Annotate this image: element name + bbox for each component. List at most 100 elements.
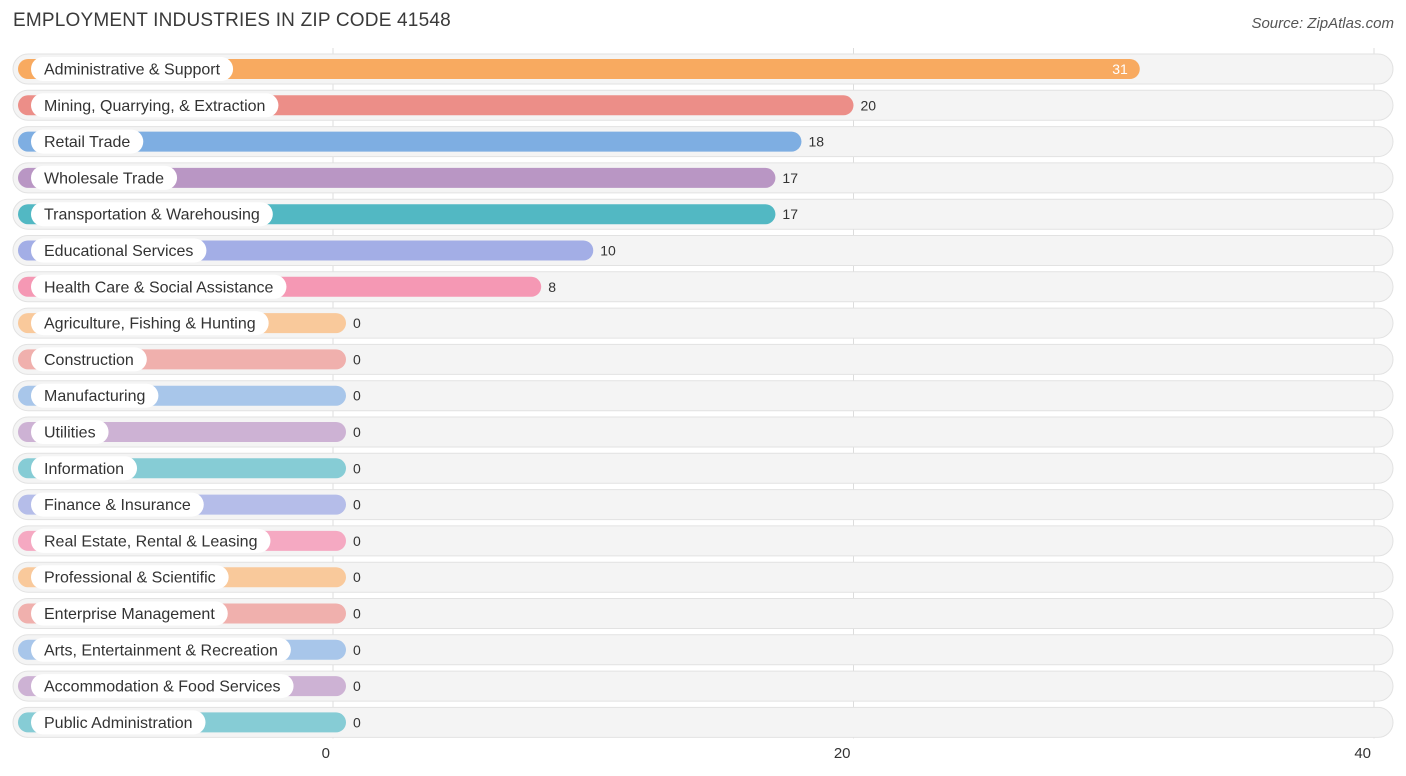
bar-label: Wholesale Trade (44, 170, 164, 187)
bar-label-pill (31, 129, 144, 154)
bar-label-pill (31, 637, 291, 662)
bar-label-pill (31, 311, 269, 336)
bar-label-pill (31, 347, 147, 372)
bar-row: Construction 0 (12, 343, 1394, 375)
bar-label: Public Administration (44, 715, 193, 732)
bar-value: 0 (353, 497, 361, 513)
bar-value: 8 (548, 279, 556, 295)
bar-label: Transportation & Warehousing (44, 207, 260, 224)
bar-value: 0 (353, 351, 361, 367)
bar-row: Agriculture, Fishing & Hunting 0 (12, 307, 1394, 339)
bar-row: Mining, Quarrying, & Extraction 20 (12, 89, 1394, 121)
bar-row: Real Estate, Rental & Leasing 0 (12, 525, 1394, 557)
bar-row: Wholesale Trade 17 (12, 162, 1394, 194)
bar-row: Finance & Insurance 0 (12, 489, 1394, 521)
bar-value: 18 (808, 134, 824, 150)
bar-label-pill (31, 601, 228, 626)
chart-source: Source: ZipAtlas.com (1251, 15, 1394, 32)
bar-value: 0 (353, 569, 361, 585)
bar-row: Transportation & Warehousing 17 (12, 198, 1394, 230)
bar-label-pill (31, 528, 271, 553)
tick-label: 40 (1354, 745, 1371, 762)
bar-value: 0 (353, 642, 361, 658)
bar-label-pill (31, 383, 159, 408)
bar-track (12, 670, 1394, 702)
bars: Administrative & Support 31 Mining, Quarry… (12, 53, 1394, 738)
bar-track (12, 452, 1394, 484)
bar-label-pill (31, 674, 294, 699)
bar-label-pill (31, 492, 204, 517)
bar-track (12, 343, 1394, 375)
bar-label-pill (31, 565, 229, 590)
bar-label-pill (31, 93, 279, 118)
bar-label: Health Care & Social Assistance (44, 279, 274, 296)
bar-row: Retail Trade 18 (12, 126, 1394, 158)
bar-track (12, 561, 1394, 593)
bar-value: 10 (600, 243, 616, 259)
bar-label-pill (31, 274, 287, 299)
bar-label: Utilities (44, 425, 96, 442)
bar-value: 0 (353, 533, 361, 549)
bar-value: 17 (782, 206, 798, 222)
chart-title: EMPLOYMENT INDUSTRIES IN ZIP CODE 41548 (13, 10, 451, 31)
bar-track (12, 489, 1394, 521)
bar-row: Utilities 0 (12, 416, 1394, 448)
bar-value: 17 (782, 170, 798, 186)
bar-track (12, 634, 1394, 666)
bar-label: Arts, Entertainment & Recreation (44, 642, 278, 659)
bar-row: Public Administration 0 (12, 706, 1394, 738)
bar-label: Real Estate, Rental & Leasing (44, 533, 257, 550)
bar-label: Mining, Quarrying, & Extraction (44, 98, 265, 115)
bar-track (12, 307, 1394, 339)
bar-value: 0 (353, 424, 361, 440)
bar-label: Professional & Scientific (44, 570, 216, 587)
bar-value: 0 (353, 606, 361, 622)
tick-label: 0 (322, 745, 330, 762)
bar (18, 167, 776, 188)
x-axis-ticks: 0 20 40 (322, 745, 1371, 762)
bar-label: Information (44, 461, 124, 478)
bar-label-pill (31, 202, 273, 227)
bar-row: Accommodation & Food Services 0 (12, 670, 1394, 702)
bar-label-pill (31, 57, 234, 81)
bar-label-pill (31, 710, 206, 735)
bar-track (12, 416, 1394, 448)
bar-row: Professional & Scientific 0 (12, 561, 1394, 593)
bar-value: 0 (353, 315, 361, 331)
bar-value: 0 (353, 388, 361, 404)
bar-track (12, 380, 1394, 412)
bar-label: Educational Services (44, 243, 193, 260)
bar-row: Educational Services 10 (12, 235, 1394, 266)
bar-label: Construction (44, 352, 134, 369)
bar-label: Finance & Insurance (44, 497, 191, 514)
bar-value: 31 (1112, 61, 1128, 77)
bar-label-pill (31, 420, 109, 444)
bar-label: Agriculture, Fishing & Hunting (44, 316, 256, 333)
bar-value: 20 (861, 97, 877, 113)
bar-label: Accommodation & Food Services (44, 679, 281, 696)
bar (18, 131, 802, 152)
bar-value: 0 (353, 678, 361, 694)
bar-row: Enterprise Management 0 (12, 598, 1394, 629)
bar-label: Retail Trade (44, 134, 130, 151)
bar-track (12, 525, 1394, 557)
bar-label-pill (31, 456, 138, 481)
bar (18, 59, 1140, 79)
bar-row: Manufacturing 0 (12, 380, 1394, 412)
bar-track (12, 598, 1394, 629)
bar-row: Arts, Entertainment & Recreation 0 (12, 634, 1394, 666)
bar-value: 0 (353, 714, 361, 730)
tick-label: 20 (834, 745, 851, 762)
bar-label-pill (31, 238, 207, 263)
bar-row: Health Care & Social Assistance 8 (12, 271, 1394, 303)
bar-label: Enterprise Management (44, 606, 215, 623)
bar-value: 0 (353, 460, 361, 476)
bar-label: Manufacturing (44, 388, 145, 405)
bar-track (12, 706, 1394, 738)
bar-row: Information 0 (12, 452, 1394, 484)
bar-row: Administrative & Support 31 (12, 53, 1394, 85)
bar-label: Administrative & Support (44, 62, 221, 79)
